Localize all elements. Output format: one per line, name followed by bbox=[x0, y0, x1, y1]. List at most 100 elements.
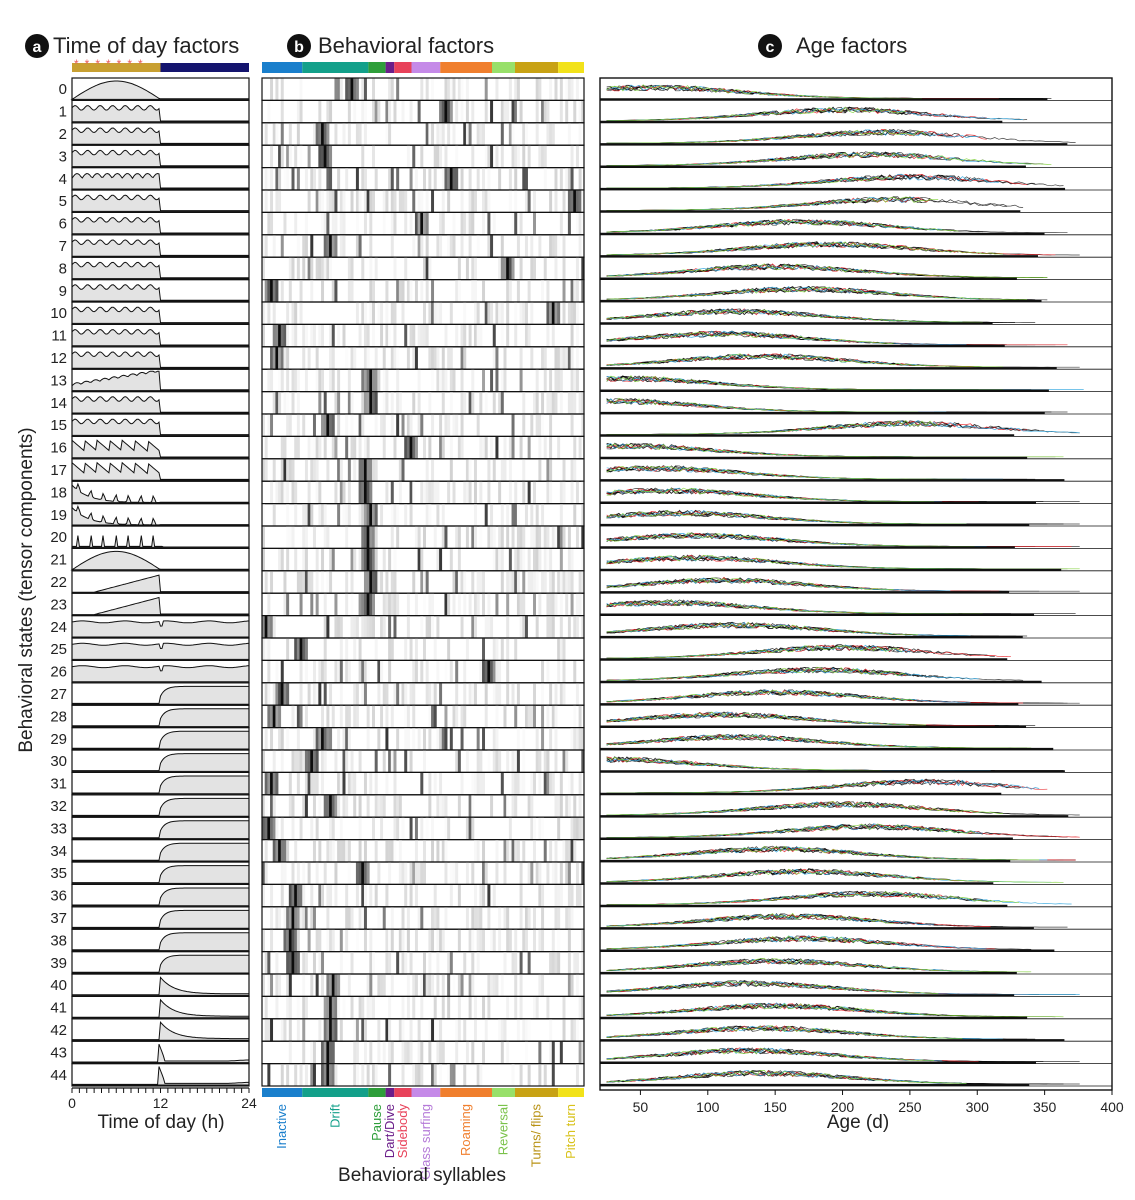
syllable-cell bbox=[557, 817, 561, 840]
syllable-cell bbox=[366, 481, 370, 504]
syllable-cell bbox=[573, 839, 577, 862]
syllable-cell bbox=[423, 167, 426, 190]
syllable-cell bbox=[299, 906, 303, 930]
syllable-cell bbox=[417, 1063, 421, 1086]
syllable-cell bbox=[369, 593, 373, 616]
syllable-cell bbox=[549, 548, 553, 571]
syllable-cell bbox=[390, 346, 394, 370]
syllable-cell bbox=[484, 862, 488, 885]
syllable-cell bbox=[503, 257, 507, 280]
syllable-cell bbox=[310, 234, 314, 258]
syllable-cell bbox=[334, 593, 338, 616]
age-trace bbox=[606, 241, 911, 256]
syllable-cell bbox=[366, 794, 370, 818]
syllable-cell bbox=[291, 369, 295, 392]
syllable-cell bbox=[350, 414, 354, 437]
syllable-cell bbox=[527, 190, 531, 213]
syllable-cell bbox=[575, 974, 579, 997]
syllable-cell bbox=[565, 100, 569, 123]
syllable-cell bbox=[412, 391, 416, 414]
syllable-cell bbox=[345, 526, 349, 549]
age-trace bbox=[606, 734, 1032, 749]
syllable-cell bbox=[439, 234, 443, 258]
syllable-cell bbox=[339, 78, 343, 101]
syllable-cell bbox=[562, 660, 566, 683]
syllable-cell bbox=[538, 817, 542, 840]
syllable-cell bbox=[436, 615, 440, 638]
syllable-cell bbox=[524, 503, 528, 526]
syllable-cell bbox=[372, 369, 375, 392]
syllable-cell bbox=[339, 1018, 343, 1042]
syllable-cell bbox=[363, 1041, 367, 1064]
syllable-cell bbox=[423, 951, 426, 974]
syllable-cell bbox=[372, 100, 375, 123]
syllable-cell bbox=[398, 391, 402, 414]
syllable-cell bbox=[420, 906, 424, 930]
syllable-cell bbox=[487, 884, 491, 907]
syllable-cell bbox=[506, 526, 510, 549]
time-row bbox=[71, 861, 250, 885]
syllable-cell bbox=[278, 346, 282, 370]
age-row bbox=[600, 599, 1112, 616]
age-trace bbox=[606, 711, 927, 726]
syllable-cell bbox=[302, 548, 306, 571]
syllable-cell bbox=[460, 212, 464, 235]
syllable-cell bbox=[423, 212, 426, 235]
syllable-cell bbox=[549, 414, 553, 437]
syllable-cell bbox=[465, 100, 469, 123]
syllable-cell bbox=[393, 593, 397, 616]
syllable-cell bbox=[444, 817, 448, 840]
syllable-cell bbox=[431, 682, 435, 706]
age-trace bbox=[606, 958, 915, 972]
syllable-cell bbox=[554, 346, 558, 370]
time-profile-area bbox=[71, 504, 250, 526]
syllable-cell bbox=[511, 570, 515, 594]
syllable-cell bbox=[414, 212, 418, 235]
syllable-cell bbox=[323, 391, 327, 414]
syllable-cell bbox=[506, 503, 510, 526]
syllable-cell bbox=[363, 1018, 367, 1042]
syllable-cell bbox=[323, 414, 327, 437]
syllable-cell bbox=[431, 122, 435, 146]
category-label: Pitch turn bbox=[563, 1104, 578, 1159]
syllable-cell bbox=[500, 122, 504, 146]
syllable-cell bbox=[484, 660, 488, 683]
syllable-cell bbox=[296, 391, 300, 414]
time-profile-area bbox=[71, 976, 250, 996]
syllable-cell bbox=[428, 257, 432, 280]
syllable-cell bbox=[452, 369, 456, 392]
syllable-cell bbox=[452, 974, 456, 997]
syllable-cell bbox=[425, 817, 429, 840]
behavior-row bbox=[261, 1040, 585, 1065]
syllable-cell bbox=[439, 436, 443, 459]
syllable-cell bbox=[350, 391, 354, 414]
category-bar-top bbox=[492, 62, 515, 73]
syllable-cell bbox=[286, 929, 290, 952]
age-row bbox=[600, 733, 1112, 751]
syllable-cell bbox=[482, 593, 486, 616]
syllable-cell bbox=[468, 682, 472, 706]
syllable-cell bbox=[465, 862, 469, 885]
syllable-cell bbox=[299, 705, 303, 728]
syllable-cell bbox=[428, 593, 432, 616]
syllable-cell bbox=[468, 212, 472, 235]
syllable-cell bbox=[500, 638, 504, 661]
syllable-cell bbox=[522, 1018, 526, 1042]
syllable-cell bbox=[385, 570, 389, 594]
syllable-cell bbox=[296, 929, 300, 952]
age-trace bbox=[606, 174, 971, 189]
syllable-cell bbox=[321, 951, 325, 974]
syllable-cell bbox=[527, 1018, 531, 1042]
syllable-cell bbox=[423, 974, 426, 997]
syllable-cell bbox=[315, 190, 319, 213]
syllable-cell bbox=[425, 570, 429, 594]
syllable-cell bbox=[326, 794, 330, 818]
syllable-cell bbox=[288, 414, 292, 437]
syllable-cell bbox=[372, 302, 375, 325]
syllable-cell bbox=[396, 682, 400, 706]
syllable-cell bbox=[355, 167, 359, 190]
syllable-cell bbox=[439, 682, 443, 706]
syllable-cell bbox=[347, 660, 351, 683]
syllable-cell bbox=[388, 167, 392, 190]
syllable-cell bbox=[280, 1018, 284, 1042]
